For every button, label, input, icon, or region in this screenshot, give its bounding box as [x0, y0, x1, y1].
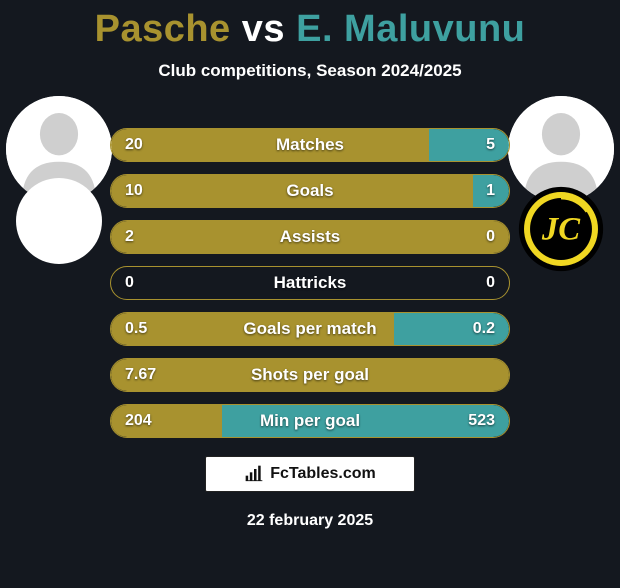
stat-label: Hattricks	[111, 267, 509, 299]
title-player1: Pasche	[95, 8, 231, 50]
branding-badge: FcTables.com	[205, 456, 415, 492]
stat-label: Assists	[111, 221, 509, 253]
stat-row: 205Matches	[110, 128, 510, 162]
page-title: Pasche vs E. Maluvunu	[0, 8, 620, 51]
stat-row: 20Assists	[110, 220, 510, 254]
branding-text: FcTables.com	[270, 465, 376, 483]
subtitle: Club competitions, Season 2024/2025	[0, 61, 620, 81]
title-player2: E. Maluvunu	[296, 8, 525, 50]
stat-label: Goals per match	[111, 313, 509, 345]
stat-label: Goals	[111, 175, 509, 207]
footer-date: 22 february 2025	[0, 512, 620, 530]
stats-rows: 205Matches 101Goals 20Assists 00Hattricks 0.…	[110, 128, 510, 450]
chart-icon	[244, 464, 264, 484]
stat-label: Shots per goal	[111, 359, 509, 391]
player1-club-logo	[16, 178, 102, 264]
stat-row: 0.50.2Goals per match	[110, 312, 510, 346]
stat-label: Min per goal	[111, 405, 509, 437]
svg-text:JC: JC	[541, 211, 581, 247]
stat-row: 00Hattricks	[110, 266, 510, 300]
title-vs: vs	[242, 8, 285, 50]
stat-row: 7.67Shots per goal	[110, 358, 510, 392]
player2-club-logo: JC	[518, 186, 604, 272]
stat-label: Matches	[111, 129, 509, 161]
stat-row: 204523Min per goal	[110, 404, 510, 438]
stat-row: 101Goals	[110, 174, 510, 208]
